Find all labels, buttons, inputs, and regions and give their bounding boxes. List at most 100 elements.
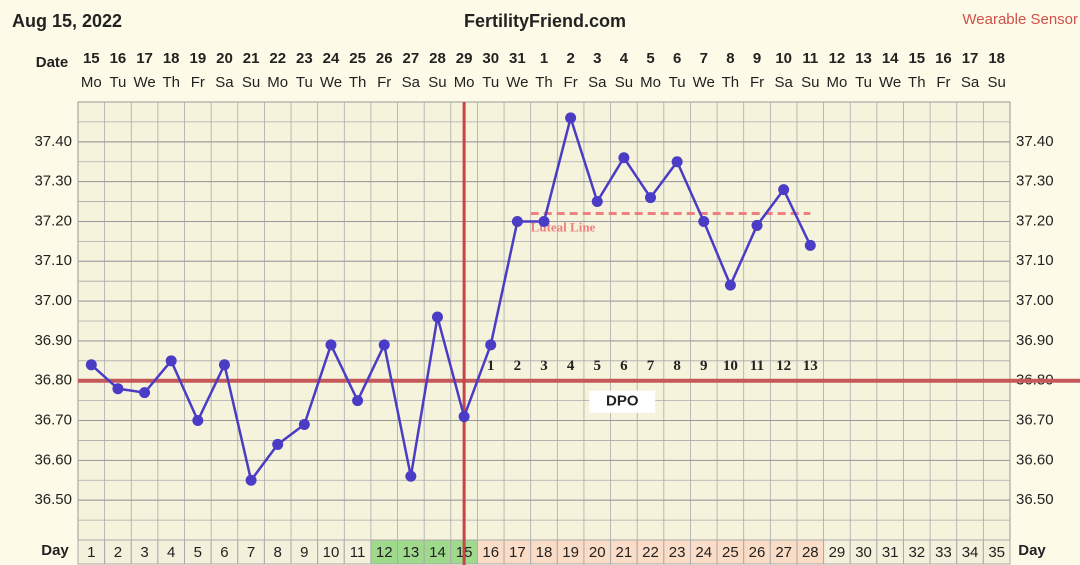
day-cell — [610, 539, 638, 565]
date-label: 12 — [829, 50, 846, 67]
y-tick-label-right: 37.10 — [1016, 252, 1054, 269]
day-label: 5 — [194, 544, 202, 561]
weekday-label: Tu — [482, 74, 499, 91]
day-label: 1 — [87, 544, 95, 561]
date-label: 22 — [269, 50, 286, 67]
weekday-label: Fr — [377, 74, 391, 91]
weekday-label: Mo — [454, 74, 475, 91]
dpo-label: 6 — [620, 358, 628, 374]
date-label: 18 — [988, 50, 1005, 67]
chart-title: FertilityFriend.com — [464, 11, 626, 31]
weekday-label: We — [506, 74, 528, 91]
temperature-point — [245, 474, 257, 486]
day-label: 13 — [403, 544, 420, 561]
weekday-label: Fr — [750, 74, 764, 91]
temperature-point — [378, 339, 390, 351]
date-label: 11 — [802, 50, 818, 67]
weekday-label: Sa — [402, 74, 421, 91]
date-label: 2 — [566, 50, 574, 67]
day-cell — [982, 539, 1011, 565]
date-label: 7 — [700, 50, 708, 67]
weekday-label: Tu — [296, 74, 313, 91]
temperature-point — [645, 192, 657, 204]
date-label: 17 — [962, 50, 979, 67]
day-label: 26 — [749, 544, 766, 561]
dpo-label: 10 — [723, 358, 738, 374]
weekday-label: We — [693, 74, 715, 91]
temperature-point — [485, 339, 497, 351]
temperature-point — [139, 387, 151, 399]
dpo-label: 9 — [700, 358, 708, 374]
date-label: 17 — [136, 50, 153, 67]
y-tick-label-right: 36.50 — [1016, 491, 1054, 508]
day-cell — [530, 539, 558, 565]
weekday-label: Sa — [961, 74, 980, 91]
chart-date: Aug 15, 2022 — [12, 11, 122, 31]
day-label: 29 — [829, 544, 846, 561]
day-label: 16 — [482, 544, 499, 561]
date-label: 5 — [646, 50, 654, 67]
day-label: 14 — [429, 544, 446, 561]
day-label: 9 — [300, 544, 308, 561]
weekday-label: Tu — [855, 74, 872, 91]
temperature-point — [778, 184, 790, 196]
temperature-point — [165, 355, 177, 367]
day-cell — [823, 539, 851, 565]
y-tick-label: 36.70 — [34, 412, 72, 429]
day-label: 10 — [323, 544, 340, 561]
date-axis-label: Date — [36, 54, 69, 71]
day-label: 34 — [962, 544, 979, 561]
weekday-label: Sa — [774, 74, 793, 91]
y-tick-label-right: 36.70 — [1016, 412, 1054, 429]
y-tick-label: 37.10 — [34, 252, 72, 269]
date-label: 10 — [775, 50, 792, 67]
dpo-label: 2 — [514, 358, 522, 374]
day-label: 33 — [935, 544, 952, 561]
day-label: 25 — [722, 544, 739, 561]
temperature-point — [431, 311, 443, 323]
weekday-label: Mo — [81, 74, 102, 91]
y-tick-label: 37.40 — [34, 133, 72, 150]
weekday-label: Th — [908, 74, 926, 91]
day-cell — [663, 539, 691, 565]
weekday-label: Th — [535, 74, 553, 91]
y-tick-label: 36.80 — [34, 372, 72, 389]
dpo-label: 13 — [803, 358, 818, 374]
temperature-point — [272, 438, 284, 450]
day-cell — [876, 539, 904, 565]
date-label: 14 — [882, 50, 899, 67]
day-label: 19 — [562, 544, 579, 561]
weekday-label: Th — [349, 74, 367, 91]
dpo-label: 7 — [647, 358, 655, 374]
y-tick-label-right: 37.30 — [1016, 173, 1054, 190]
y-tick-label: 36.60 — [34, 451, 72, 468]
dpo-label: 5 — [594, 358, 602, 374]
date-label: 28 — [429, 50, 446, 67]
dpo-label: 3 — [540, 358, 548, 374]
day-cell — [796, 539, 825, 565]
date-label: 29 — [456, 50, 473, 67]
date-label: 1 — [540, 50, 548, 67]
weekday-label: Fr — [564, 74, 578, 91]
day-cell — [130, 539, 159, 565]
date-label: 23 — [296, 50, 313, 67]
dpo-label: 12 — [776, 358, 791, 374]
temperature-point — [325, 339, 337, 351]
day-label: 12 — [376, 544, 393, 561]
day-label: 7 — [247, 544, 255, 561]
temperature-point — [565, 112, 577, 124]
day-label: 4 — [167, 544, 175, 561]
weekday-label: Su — [615, 74, 633, 91]
source-label: Wearable Sensor — [962, 11, 1078, 28]
day-cell — [689, 539, 718, 565]
weekday-label: Su — [242, 74, 260, 91]
dpo-title: DPO — [606, 393, 639, 410]
temperature-point — [192, 415, 204, 427]
date-label: 21 — [243, 50, 260, 67]
date-label: 31 — [509, 50, 526, 67]
day-label: 28 — [802, 544, 819, 561]
weekday-label: Sa — [215, 74, 234, 91]
day-cell — [476, 539, 505, 565]
temperature-point — [405, 470, 417, 482]
date-label: 27 — [403, 50, 420, 67]
